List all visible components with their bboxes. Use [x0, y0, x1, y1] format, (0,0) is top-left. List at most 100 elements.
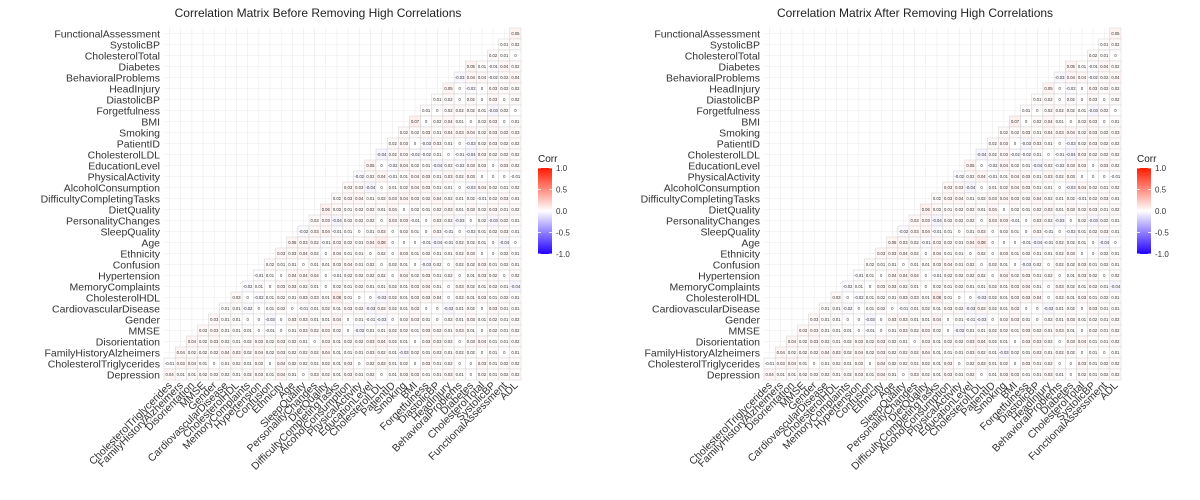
cell-value-label: -0.01 [1111, 174, 1121, 179]
cell-value-label: 0.01 [1022, 372, 1031, 377]
cell-value-label: -0.04 [433, 240, 443, 245]
cell-value-label: 0.01 [1044, 251, 1053, 256]
cell-value-label: 0.03 [232, 350, 241, 355]
cell-value-label: 0.03 [322, 328, 331, 333]
cell-value-label: 0.03 [1056, 130, 1065, 135]
cell-value-label: -0.04 [932, 218, 942, 223]
cell-value-label: 0.02 [366, 207, 375, 212]
cell-value-label: 0.03 [899, 317, 908, 322]
cell-value-label: 0.01 [1033, 152, 1042, 157]
cell-value-label: 0.01 [911, 317, 920, 322]
cell-value-label: 0.02 [389, 262, 398, 267]
cell-value-label: 0.02 [1067, 97, 1076, 102]
cell-value-label: 0 [302, 262, 305, 267]
cell-value-label: 0.01 [1033, 185, 1042, 190]
cell-value-label: 0.03 [1022, 361, 1031, 366]
cell-value-label: 0 [447, 295, 450, 300]
cell-value-label: 0.03 [400, 141, 409, 146]
cell-value-label: -0.01 [1044, 229, 1054, 234]
cell-value-label: 0.01 [355, 251, 364, 256]
cell-value-label: 0.02 [933, 284, 942, 289]
y-axis-tick-labels: FunctionalAssessmentSystolicBPCholestero… [641, 28, 761, 381]
cell-value-label: 0.02 [1100, 86, 1109, 91]
cell-value-label: 0.04 [855, 350, 864, 355]
y-tick-label: EducationLevel [688, 160, 760, 172]
cell-value-label: 0.01 [489, 339, 498, 344]
y-tick-label: Confusion [713, 259, 760, 271]
cell-value-label: 0.02 [511, 97, 520, 102]
cell-value-label: 0 [869, 284, 872, 289]
cell-value-label: 0.06 [922, 207, 931, 212]
cell-value-label: 0.02 [344, 273, 353, 278]
cell-value-label: 0 [392, 273, 395, 278]
cell-value-label: 0.03 [344, 185, 353, 190]
y-tick-label: PatientID [117, 138, 161, 150]
cell-value-label: 0.03 [1056, 328, 1065, 333]
cell-value-label: 0.03 [377, 229, 386, 234]
cell-value-label: 0.03 [1000, 141, 1009, 146]
cell-value-label: 0.02 [1044, 273, 1053, 278]
cell-value-label: 0.03 [1111, 130, 1120, 135]
cell-value-label: 0.03 [411, 372, 420, 377]
cell-value-label: 0.03 [933, 240, 942, 245]
cell-value-label: 0.02 [333, 196, 342, 201]
cell-value-label: 0.08 [333, 295, 342, 300]
cell-value-label: 0.02 [511, 141, 520, 146]
cell-value-label: 0 [458, 185, 461, 190]
cell-value-label: 0.01 [821, 317, 830, 322]
cell-value-label: 0.02 [277, 295, 286, 300]
cell-value-label: 0 [492, 163, 495, 168]
cell-value-label: 0.02 [989, 262, 998, 267]
cell-value-label: 0.01 [288, 328, 297, 333]
y-tick-label: Depression [107, 369, 160, 381]
cell-value-label: 0 [813, 361, 816, 366]
y-tick-label: PhysicalActivity [88, 171, 161, 183]
y-tick-label: CardiovascularDisease [652, 303, 760, 315]
cell-value-label: 0 [925, 251, 928, 256]
cell-value-label: 0.01 [944, 295, 953, 300]
cell-value-label: 0.02 [1100, 130, 1109, 135]
cell-value-label: 0.03 [810, 339, 819, 344]
cell-value-label: 0.02 [955, 284, 964, 289]
cell-value-label: -0.03 [1066, 141, 1076, 146]
cell-value-label: 0.02 [1100, 152, 1109, 157]
cell-value-label: 0.03 [377, 361, 386, 366]
cell-value-label: 0.03 [422, 339, 431, 344]
cell-value-label: 0.01 [456, 317, 465, 322]
y-tick-label: Confusion [113, 259, 160, 271]
cell-value-label: 0.01 [799, 361, 808, 366]
cell-value-label: 0.03 [400, 152, 409, 157]
cell-value-label: 0.02 [1089, 317, 1098, 322]
cell-value-label: 0.01 [500, 328, 509, 333]
cell-value-label: 0.03 [444, 207, 453, 212]
cell-value-label: 0.02 [821, 372, 830, 377]
cell-value-label: 0.03 [944, 361, 953, 366]
cell-value-label: 0.02 [1111, 361, 1120, 366]
cell-value-label: 0.03 [478, 163, 487, 168]
cell-value-label: 0.04 [322, 229, 331, 234]
cell-value-label: 0.03 [1100, 196, 1109, 201]
cell-value-label: -0.03 [366, 306, 376, 311]
cell-value-label: 0.02 [1033, 328, 1042, 333]
cell-value-label: 0.02 [411, 350, 420, 355]
cell-value-label: 0.02 [456, 240, 465, 245]
cell-value-label: 0 [958, 295, 961, 300]
legend-break-label: -1.0 [556, 250, 570, 259]
cell-value-label: 0.01 [355, 350, 364, 355]
cell-value-label: -0.02 [421, 152, 431, 157]
cell-value-label: 0.01 [1078, 64, 1087, 69]
cell-value-label: -0.02 [1010, 152, 1020, 157]
cell-value-label: -0.01 [988, 174, 998, 179]
cell-value-label: 0 [514, 53, 517, 58]
y-tick-label: Age [141, 237, 160, 249]
cell-value-label: 0.03 [389, 218, 398, 223]
cell-value-label: 0.01 [344, 229, 353, 234]
cell-value-label: 0.01 [1000, 174, 1009, 179]
cell-value-label: 0.03 [444, 174, 453, 179]
cell-value-label: 0 [414, 141, 417, 146]
heatmap-cells: 0.050.01 0.020.02 0.01 00.05 0.01 -0.01 0.04 0.… [163, 27, 522, 381]
cell-value-label: 0.01 [1078, 108, 1087, 113]
legend-break-label: 0.5 [556, 186, 568, 195]
cell-value-label: 0.02 [433, 207, 442, 212]
